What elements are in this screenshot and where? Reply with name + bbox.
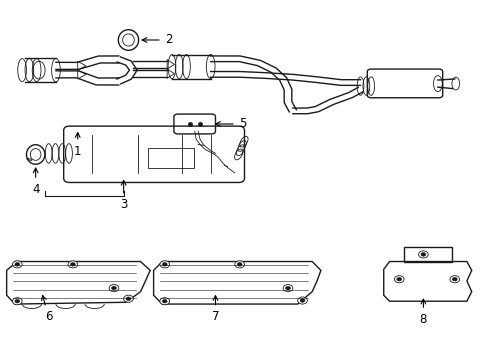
Circle shape [300, 299, 305, 302]
Circle shape [285, 286, 290, 290]
Circle shape [237, 262, 242, 266]
Text: 2: 2 [142, 33, 172, 46]
Circle shape [451, 278, 456, 281]
Circle shape [393, 276, 403, 283]
Circle shape [297, 297, 307, 304]
Circle shape [15, 300, 20, 303]
Circle shape [123, 295, 133, 302]
Circle shape [12, 261, 22, 268]
Circle shape [160, 261, 169, 268]
Circle shape [449, 276, 459, 283]
Text: 5: 5 [215, 117, 245, 130]
Text: 4: 4 [32, 168, 40, 196]
Circle shape [162, 300, 167, 303]
Circle shape [111, 286, 116, 290]
Circle shape [160, 298, 169, 305]
Circle shape [68, 261, 78, 268]
Bar [147, 148, 193, 168]
Circle shape [12, 298, 22, 305]
Circle shape [70, 262, 75, 266]
Text: 1: 1 [74, 132, 81, 158]
Circle shape [396, 278, 401, 281]
Circle shape [420, 253, 425, 256]
Text: 6: 6 [41, 296, 52, 323]
Text: 7: 7 [211, 296, 219, 323]
Circle shape [109, 284, 119, 292]
Text: 8: 8 [419, 299, 426, 326]
Circle shape [418, 251, 427, 258]
Circle shape [162, 262, 167, 266]
Text: 3: 3 [120, 180, 127, 211]
Circle shape [15, 262, 20, 266]
Circle shape [283, 284, 292, 292]
Circle shape [126, 297, 131, 301]
Circle shape [234, 261, 244, 268]
